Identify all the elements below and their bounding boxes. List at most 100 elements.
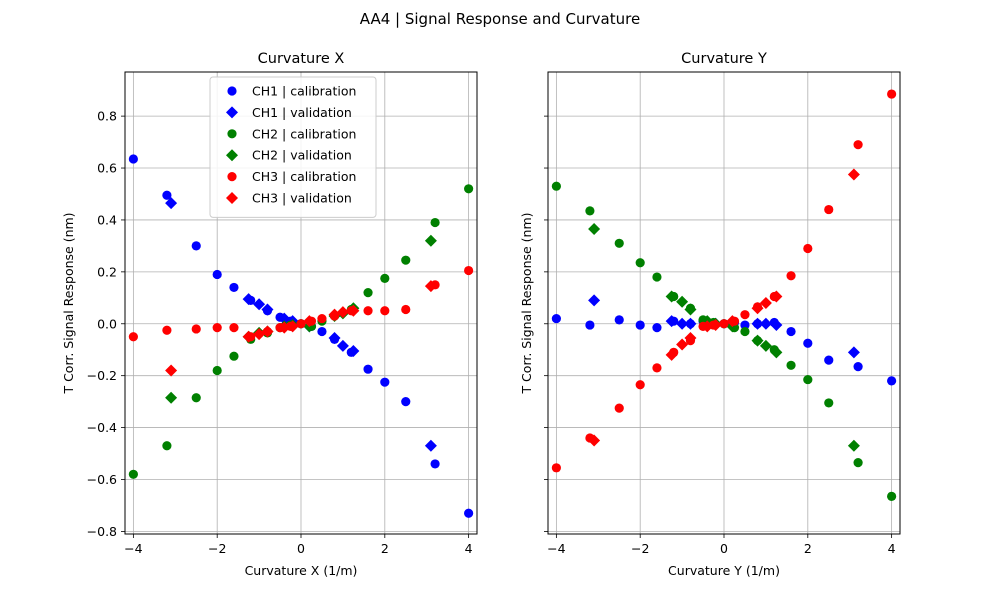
data-point <box>162 325 172 335</box>
data-point <box>684 332 697 345</box>
data-point <box>128 154 138 164</box>
x-tick-label: 4 <box>465 541 473 556</box>
data-point <box>751 302 764 315</box>
data-point <box>665 315 678 328</box>
data-point <box>887 89 897 99</box>
x-tick-label: −2 <box>208 541 226 556</box>
legend-marker <box>227 172 237 182</box>
data-point <box>709 319 722 332</box>
data-point <box>759 297 772 309</box>
y-tick-label: −0.4 <box>87 420 117 435</box>
data-point <box>751 317 764 330</box>
data-point <box>770 346 783 359</box>
data-point <box>347 304 360 317</box>
data-point <box>665 290 678 303</box>
data-point <box>786 271 796 281</box>
data-point <box>317 326 327 337</box>
data-point <box>464 265 474 276</box>
data-point <box>261 325 274 338</box>
data-point <box>191 324 201 334</box>
data-point <box>212 365 222 376</box>
legend-marker <box>226 149 238 162</box>
data-point <box>317 313 327 324</box>
y-tick-label: −0.2 <box>87 368 117 383</box>
data-point <box>464 184 474 194</box>
data-point <box>229 351 239 361</box>
data-point <box>430 459 440 469</box>
data-point <box>128 469 138 479</box>
data-point <box>191 393 201 403</box>
series-ch3-validation <box>165 280 437 377</box>
data-point <box>363 364 373 374</box>
data-point <box>588 434 601 447</box>
y-tick-label: 0.2 <box>97 264 117 279</box>
legend-label: CH2 | validation <box>252 148 352 163</box>
data-point <box>424 280 437 293</box>
data-point <box>847 439 860 452</box>
data-point <box>165 197 178 210</box>
data-point <box>614 315 624 325</box>
data-point <box>887 376 897 386</box>
data-point <box>853 458 863 468</box>
data-point <box>635 320 645 330</box>
data-point <box>588 294 601 307</box>
data-point <box>701 320 714 333</box>
data-point <box>212 323 222 333</box>
data-point <box>740 326 750 337</box>
data-point <box>401 304 411 315</box>
legend-label: CH1 | calibration <box>252 84 356 99</box>
data-point <box>770 290 783 303</box>
data-point <box>665 348 678 361</box>
legend-label: CH1 | validation <box>252 105 352 120</box>
data-point <box>824 398 834 408</box>
y-tick-label: 0.8 <box>97 109 117 124</box>
data-point <box>380 377 390 387</box>
data-point <box>853 361 863 372</box>
series-ch3-validation <box>588 168 860 447</box>
x-tick-label: −2 <box>631 541 649 556</box>
x-tick-label: 4 <box>888 541 896 556</box>
data-point <box>242 330 255 343</box>
data-point <box>253 298 266 311</box>
data-point <box>191 241 201 251</box>
data-point <box>759 339 772 352</box>
x-tick-label: −4 <box>124 541 142 556</box>
data-point <box>424 234 437 247</box>
data-point <box>551 313 561 324</box>
data-point <box>464 508 474 518</box>
data-point <box>242 293 255 306</box>
data-point <box>652 272 662 282</box>
subplot-curvature-x: −4 −2 0 2 4 −0.8 −0.6 −0.4 −0.2 0.0 0.2 0.4 0.6 0.8 Cu… <box>61 51 478 578</box>
legend-label: CH2 | calibration <box>252 126 356 141</box>
subplot-curvature-y: −4 −2 0 2 4 Curvature Y Curvature Y (1/m) T Cor… <box>519 51 901 578</box>
data-point <box>380 273 390 283</box>
data-point <box>759 317 772 330</box>
data-point <box>165 391 178 404</box>
data-point <box>719 319 729 329</box>
data-point <box>676 338 689 351</box>
data-point <box>328 332 341 345</box>
data-point <box>786 360 796 370</box>
data-point <box>261 303 274 316</box>
data-point <box>684 303 697 316</box>
data-point <box>585 206 595 216</box>
data-point <box>363 306 373 316</box>
x-tick-label: 0 <box>720 541 728 556</box>
data-point <box>286 320 299 333</box>
data-point <box>652 363 662 373</box>
data-point <box>803 243 813 254</box>
data-point <box>363 288 373 298</box>
data-point <box>588 223 601 236</box>
data-point <box>162 441 172 451</box>
x-axis-label: Curvature X (1/m) <box>245 563 358 578</box>
data-point <box>751 334 764 347</box>
data-point <box>786 326 796 337</box>
data-point <box>336 339 349 352</box>
data-point <box>212 269 222 280</box>
subplot-title: Curvature X <box>258 51 345 67</box>
data-point <box>278 321 291 334</box>
y-axis-label: T Corr. Signal Response (nm) <box>519 212 534 394</box>
legend-marker <box>226 106 238 119</box>
data-point <box>847 346 860 359</box>
legend-label: CH3 | calibration <box>252 169 356 184</box>
